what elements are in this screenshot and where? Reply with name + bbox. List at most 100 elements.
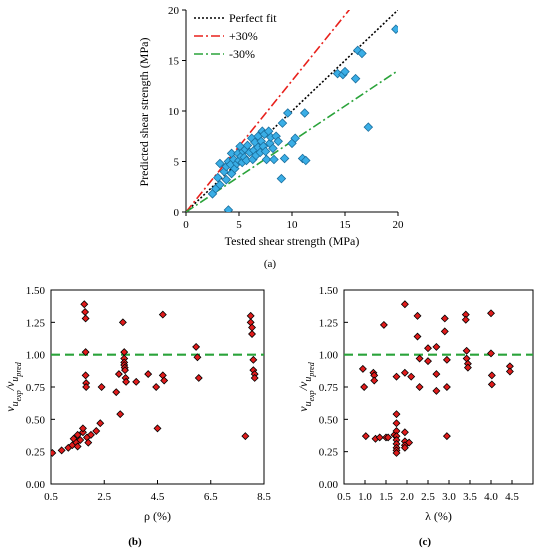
- data-point: [442, 432, 451, 441]
- y-axis-label-part: v: [3, 381, 17, 387]
- data-point: [241, 432, 250, 441]
- data-point: [223, 205, 234, 212]
- y-axis-label-part: v: [3, 406, 17, 412]
- plot-area: [51, 300, 264, 457]
- data-point: [413, 311, 422, 320]
- data-point: [400, 443, 409, 452]
- y-tick-label: 1.50: [26, 285, 46, 297]
- data-point: [487, 309, 495, 318]
- y-tick-label: 15: [168, 56, 180, 68]
- data-point: [282, 108, 293, 118]
- panel-caption: (b): [128, 536, 142, 548]
- x-axis-label: λ (%): [425, 509, 452, 523]
- data-point: [392, 410, 401, 419]
- x-tick-label: 4.5: [151, 491, 165, 503]
- data-point: [463, 363, 472, 372]
- data-point: [73, 430, 82, 439]
- y-tick-label: 5: [174, 157, 180, 169]
- y-axis-label-part: u: [10, 377, 21, 382]
- data-point: [57, 446, 66, 455]
- data-point: [357, 48, 367, 59]
- data-point: [415, 354, 424, 363]
- x-tick-label: 2.5: [421, 491, 435, 503]
- x-tick-label: 15: [340, 219, 352, 231]
- data-point: [391, 24, 398, 34]
- y-tick-label: 0.25: [26, 447, 46, 459]
- data-point: [122, 377, 131, 386]
- data-point: [260, 146, 271, 157]
- plot-frame: [343, 289, 534, 485]
- x-tick-label: 0.5: [337, 491, 351, 503]
- x-tick-label: 4.0: [484, 491, 498, 503]
- y-tick-label: 0.50: [26, 414, 46, 426]
- data-point: [301, 155, 311, 166]
- y-axis-label-part: u: [10, 401, 21, 406]
- y-axis-label-part: u: [303, 377, 314, 382]
- y-tick-label: 1.25: [26, 317, 46, 329]
- y-tick-label: 10: [168, 106, 180, 118]
- data-point: [392, 372, 401, 381]
- x-tick-label: 4.5: [505, 491, 519, 503]
- data-point: [144, 370, 153, 379]
- y-tick-label: 0.75: [319, 382, 339, 394]
- legend-label: Perfect fit: [229, 11, 277, 25]
- y-tick-label: 1.25: [319, 317, 339, 329]
- data-point: [290, 133, 300, 144]
- data-point: [462, 346, 471, 355]
- x-tick-label: 3.5: [463, 491, 477, 503]
- data-point: [82, 383, 91, 391]
- x-tick-label: 2.0: [400, 491, 414, 503]
- data-point: [112, 388, 121, 397]
- data-point: [375, 433, 384, 442]
- data-point: [440, 327, 449, 336]
- data-point: [400, 368, 409, 377]
- data-point: [276, 173, 287, 184]
- data-point: [73, 442, 82, 451]
- data-point: [249, 355, 258, 364]
- panel-caption: (a): [264, 258, 277, 270]
- x-tick-label: 5: [236, 219, 242, 231]
- data-point: [363, 122, 374, 132]
- legend-label: +30%: [229, 29, 258, 43]
- data-point: [76, 436, 85, 444]
- data-point: [273, 136, 283, 147]
- panel-caption: (c): [419, 536, 432, 548]
- data-point: [84, 438, 93, 447]
- y-axis-label-part: u: [303, 401, 314, 406]
- data-point: [379, 320, 388, 329]
- data-point: [487, 371, 496, 380]
- data-point: [153, 424, 162, 433]
- data-point: [442, 383, 451, 391]
- data-point: [158, 310, 167, 319]
- data-point: [250, 373, 259, 382]
- data-point: [442, 355, 451, 364]
- data-point: [279, 153, 290, 164]
- data-point: [116, 410, 125, 419]
- data-point: [269, 154, 279, 165]
- x-tick-label: 1.0: [358, 491, 372, 503]
- data-point: [405, 438, 414, 447]
- data-point: [505, 367, 514, 376]
- data-point: [215, 158, 225, 169]
- legend-label: -30%: [229, 47, 255, 61]
- y-tick-label: 1.00: [319, 350, 339, 362]
- y-tick-label: 0.25: [319, 447, 339, 459]
- data-point: [392, 448, 401, 457]
- x-tick-label: 20: [393, 219, 405, 231]
- data-point: [361, 432, 370, 441]
- data-point: [440, 314, 449, 323]
- data-point: [277, 118, 288, 128]
- x-tick-label: 3.0: [442, 491, 456, 503]
- fit-line-30: [186, 10, 351, 212]
- data-point: [487, 380, 496, 389]
- x-tick-label: 2.5: [97, 491, 111, 503]
- data-point: [248, 330, 256, 338]
- data-point: [299, 108, 310, 118]
- data-point: [432, 386, 441, 395]
- data-point: [193, 353, 202, 362]
- data-point: [78, 424, 87, 433]
- data-point: [424, 357, 432, 366]
- data-point: [81, 348, 90, 357]
- x-tick-label: 0: [183, 219, 189, 231]
